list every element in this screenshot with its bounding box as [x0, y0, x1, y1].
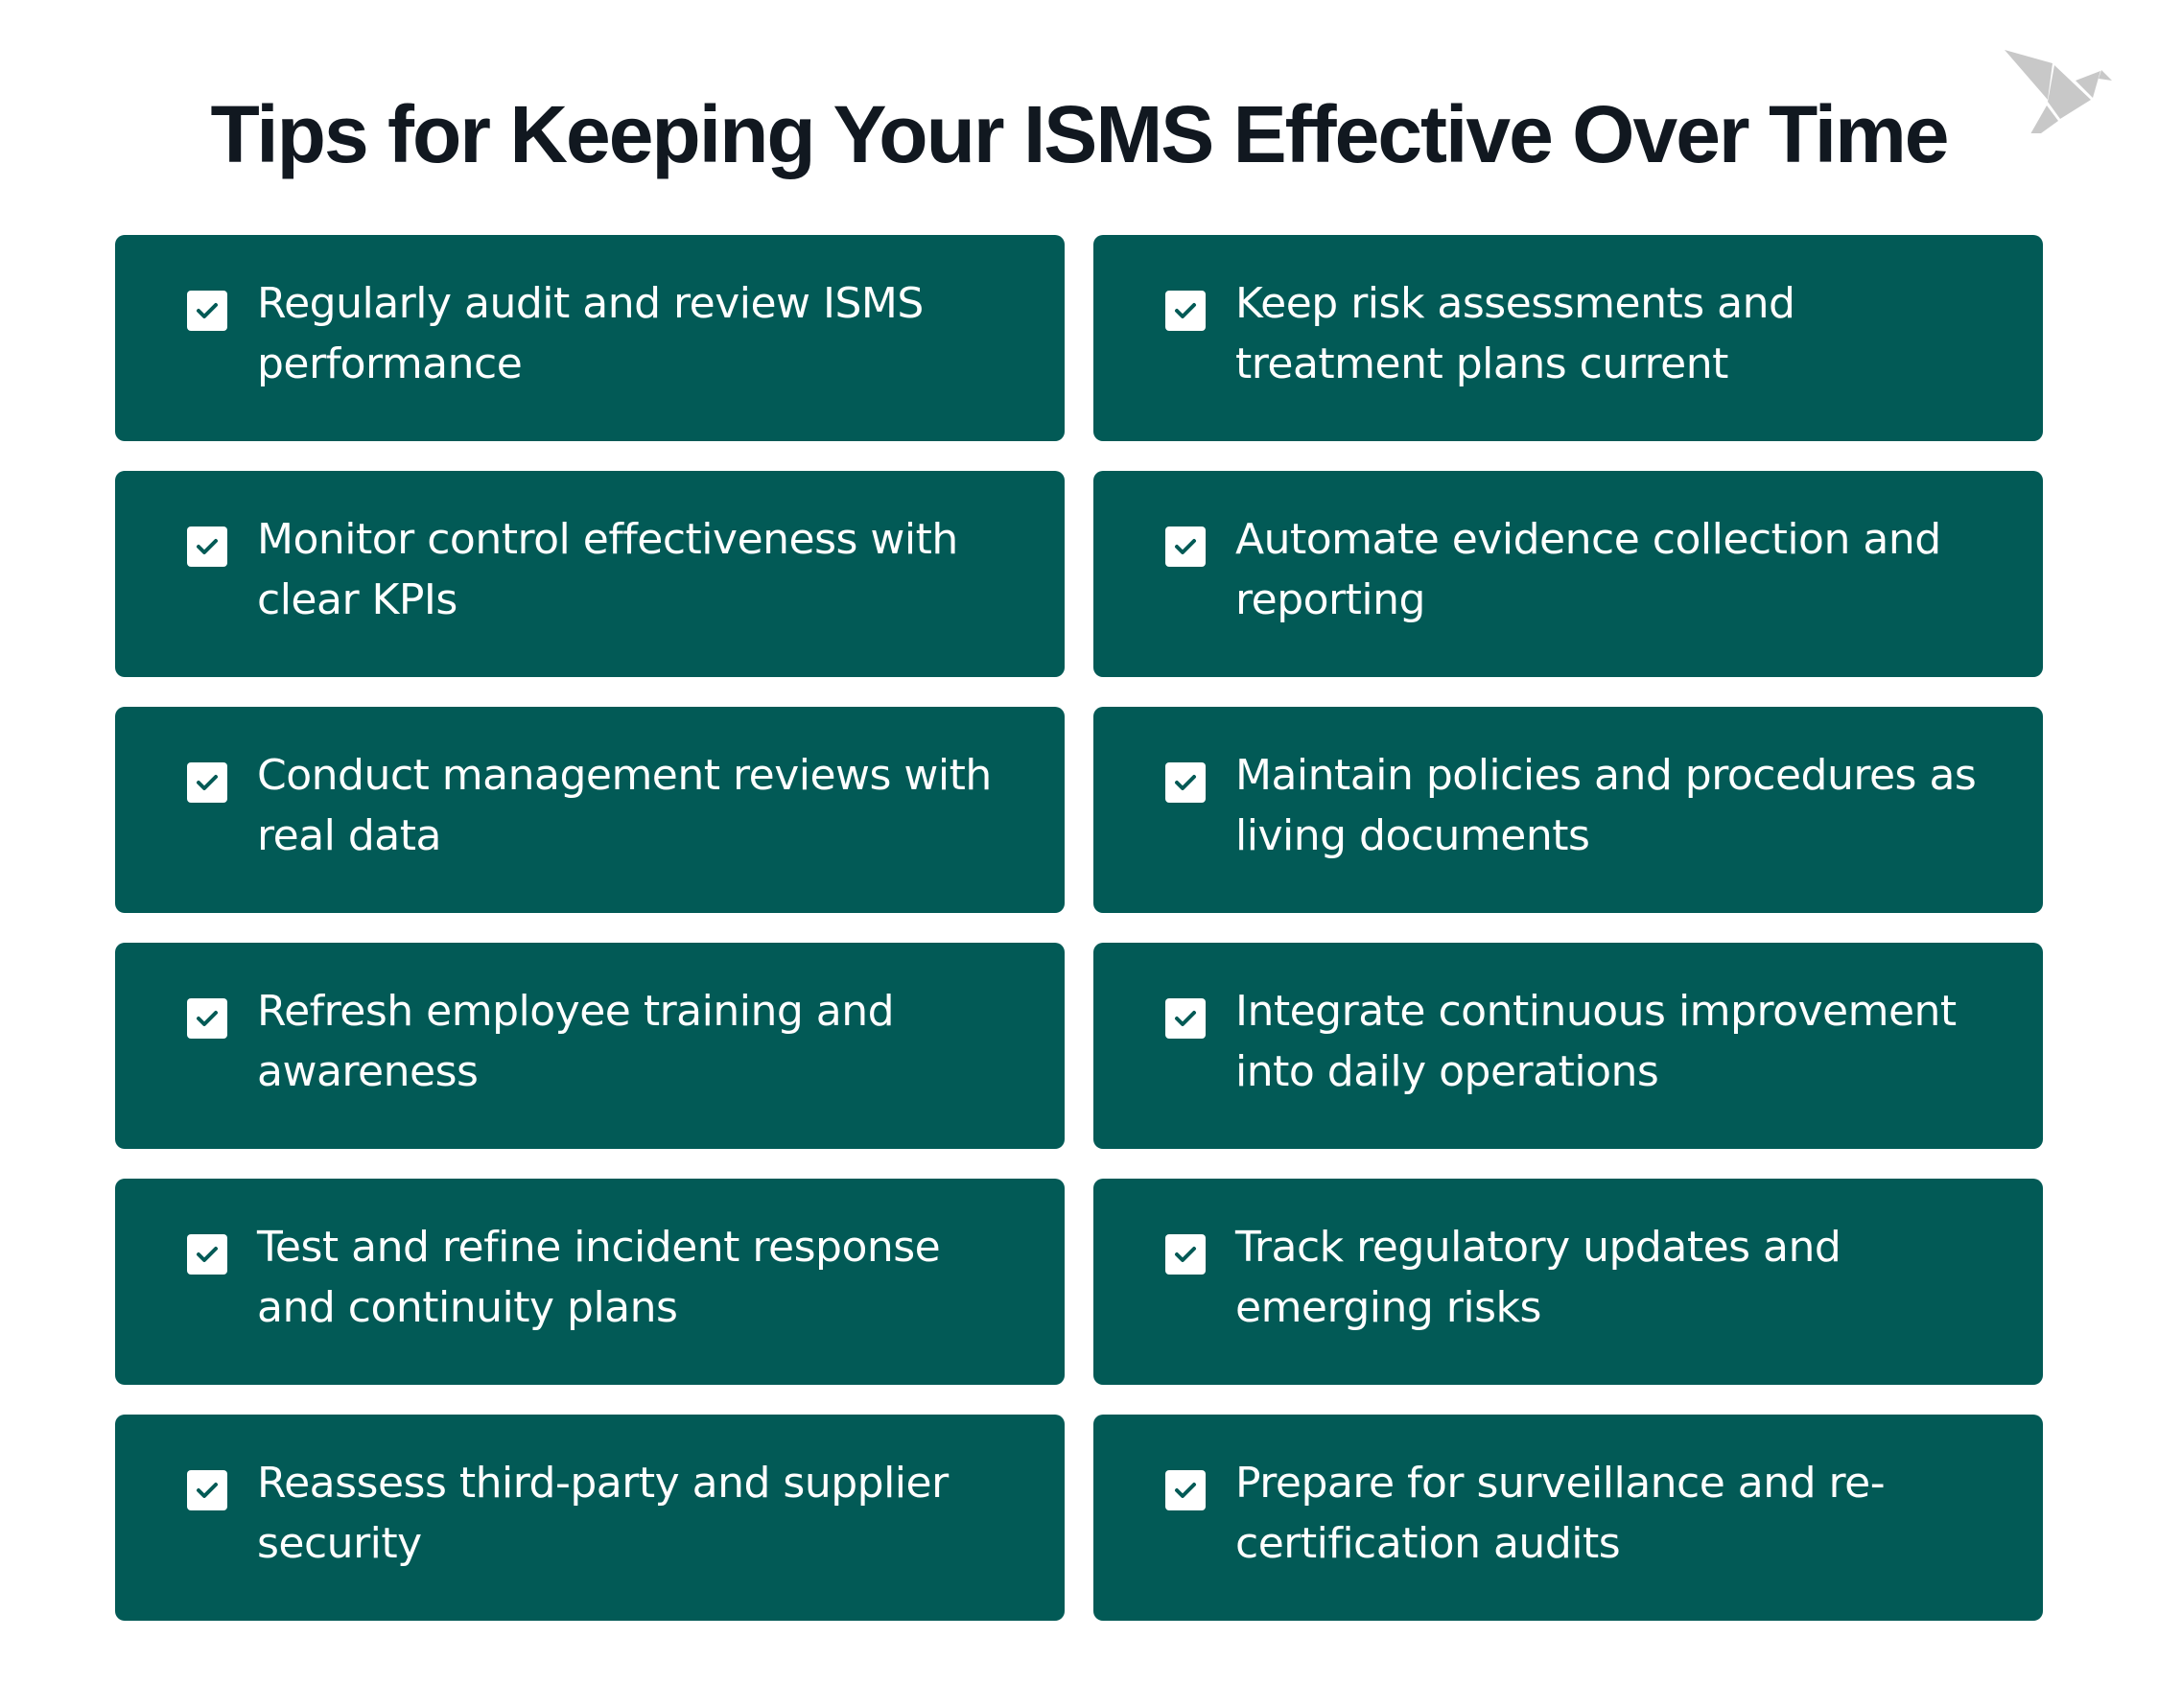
tip-card: Integrate continuous improvement into da… — [1093, 943, 2043, 1149]
tip-text: Regularly audit and review ISMS performa… — [257, 279, 924, 388]
checkbox-checked-icon — [187, 762, 227, 803]
checkbox-checked-icon — [187, 526, 227, 567]
tip-card: Prepare for surveillance and re-certific… — [1093, 1415, 2043, 1621]
tip-card: Conduct management reviews with real dat… — [115, 707, 1065, 913]
tip-text: Monitor control effectiveness with clear… — [257, 515, 958, 624]
tip-card: Refresh employee training and awareness — [115, 943, 1065, 1149]
tip-text: Maintain policies and procedures as livi… — [1235, 751, 1977, 860]
tip-card: Test and refine incident response and co… — [115, 1179, 1065, 1385]
tip-card: Maintain policies and procedures as livi… — [1093, 707, 2043, 913]
tip-card: Automate evidence collection and reporti… — [1093, 471, 2043, 677]
tip-card: Monitor control effectiveness with clear… — [115, 471, 1065, 677]
page-title: Tips for Keeping Your ISMS Effective Ove… — [210, 89, 1950, 179]
tip-card: Keep risk assessments and treatment plan… — [1093, 235, 2043, 441]
tip-text: Track regulatory updates and emerging ri… — [1235, 1223, 1841, 1332]
checkbox-checked-icon — [1165, 291, 1206, 331]
tip-card: Track regulatory updates and emerging ri… — [1093, 1179, 2043, 1385]
tip-text: Keep risk assessments and treatment plan… — [1235, 279, 1795, 388]
checkbox-checked-icon — [187, 291, 227, 331]
checkbox-checked-icon — [187, 1234, 227, 1275]
tip-text: Refresh employee training and awareness — [257, 987, 895, 1096]
tip-text: Reassess third-party and supplier securi… — [257, 1459, 949, 1568]
tip-text: Automate evidence collection and reporti… — [1235, 515, 1941, 624]
origami-bird-logo — [2005, 50, 2112, 133]
checkbox-checked-icon — [1165, 1470, 1206, 1510]
checkbox-checked-icon — [1165, 526, 1206, 567]
tip-text: Test and refine incident response and co… — [257, 1223, 941, 1332]
tip-text: Conduct management reviews with real dat… — [257, 751, 992, 860]
checkbox-checked-icon — [187, 1470, 227, 1510]
tip-card: Regularly audit and review ISMS performa… — [115, 235, 1065, 441]
tip-card: Reassess third-party and supplier securi… — [115, 1415, 1065, 1621]
checkbox-checked-icon — [187, 998, 227, 1039]
tips-grid: Regularly audit and review ISMS performa… — [115, 235, 2043, 1621]
checkbox-checked-icon — [1165, 1234, 1206, 1275]
checkbox-checked-icon — [1165, 762, 1206, 803]
tip-text: Prepare for surveillance and re-certific… — [1235, 1459, 1886, 1568]
checkbox-checked-icon — [1165, 998, 1206, 1039]
tip-text: Integrate continuous improvement into da… — [1235, 987, 1957, 1096]
